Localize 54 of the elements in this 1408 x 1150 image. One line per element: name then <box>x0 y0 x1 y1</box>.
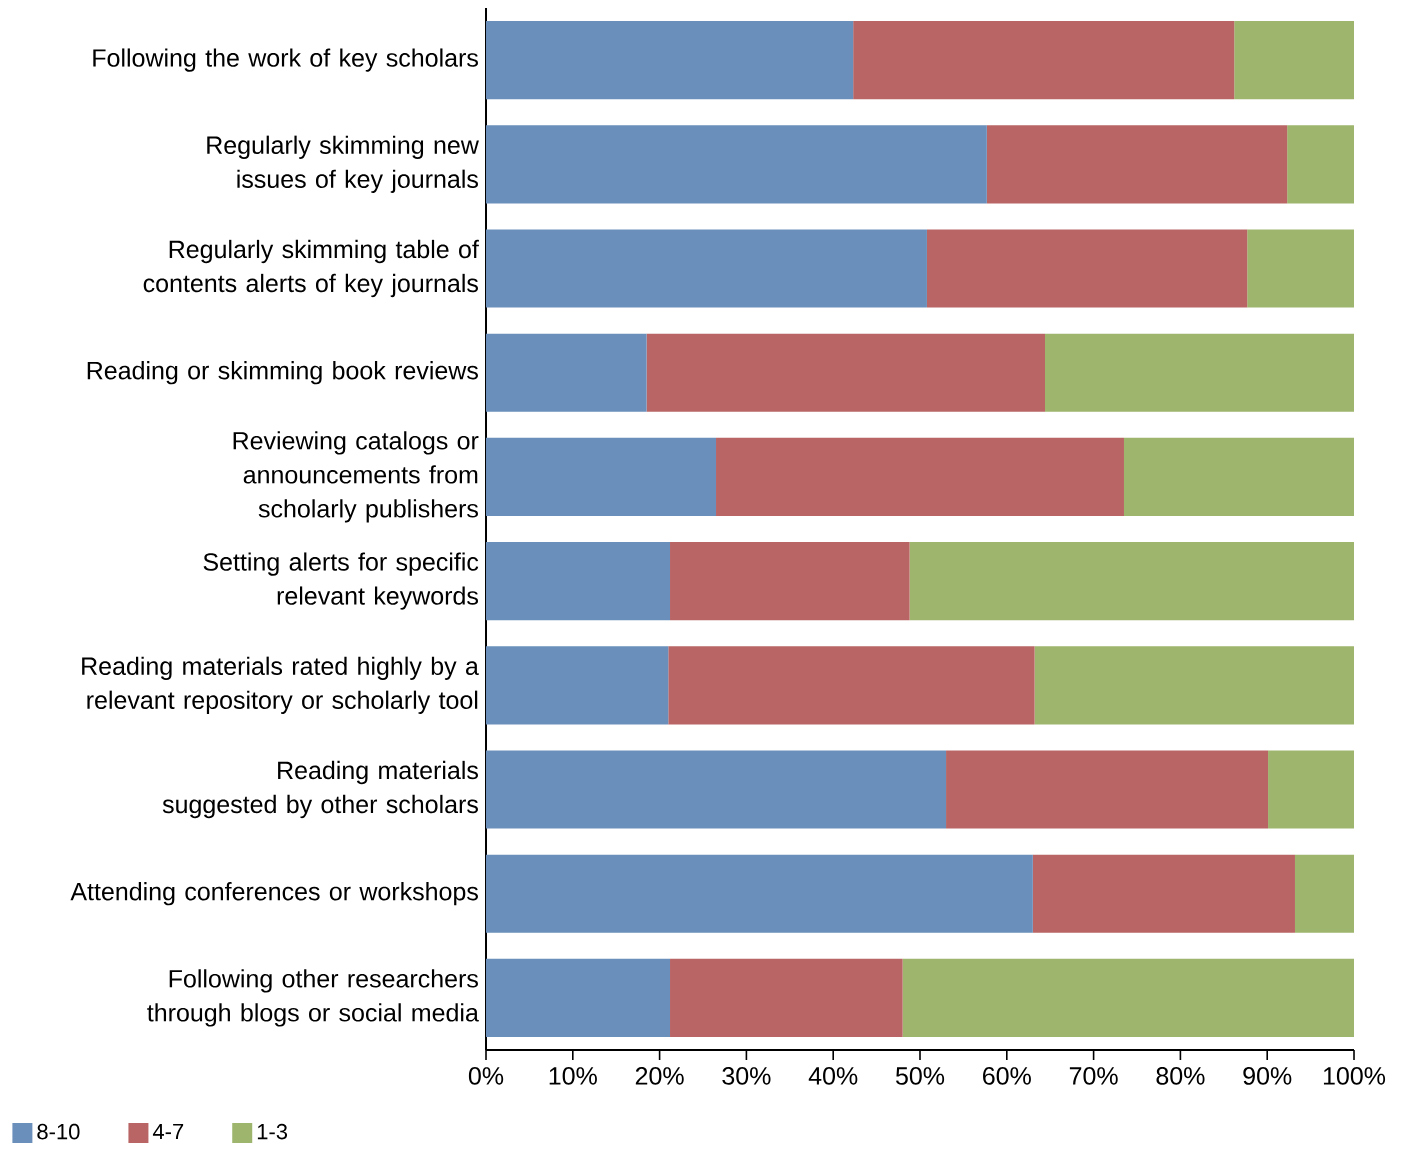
bar <box>486 541 671 621</box>
x-tick-label: 80% <box>1156 1067 1205 1085</box>
bar <box>486 854 1033 933</box>
bar <box>486 750 947 829</box>
bar <box>1032 854 1295 933</box>
bar <box>1123 437 1355 516</box>
bar <box>1034 646 1355 725</box>
bar <box>946 750 1269 829</box>
bar <box>486 125 987 204</box>
bar <box>909 541 1355 621</box>
x-tick-label: 40% <box>808 1067 858 1085</box>
y-tick-label: Following other researchers through blogs or social media <box>147 969 479 1027</box>
legend-label: 1-3 <box>257 1123 288 1140</box>
x-tick-label: 10% <box>549 1067 597 1085</box>
bar <box>486 437 717 516</box>
bar <box>926 229 1248 308</box>
y-tick-label: Reading materials rated highly by a relevant repository or scholarly tool <box>82 656 479 714</box>
bar <box>716 437 1124 516</box>
bar <box>668 646 1035 725</box>
bar <box>1287 125 1355 204</box>
x-tick-label: 100% <box>1323 1067 1386 1085</box>
y-tick-label: Setting alerts for specific relevant keywords <box>203 552 479 610</box>
bar <box>853 20 1235 100</box>
y-tick-label: Following the work of key scholars <box>93 48 478 72</box>
bar <box>670 958 903 1037</box>
y-tick-label: Reading or skimming book reviews <box>87 360 478 385</box>
bar <box>1247 229 1355 308</box>
x-tick-label: 70% <box>1069 1067 1118 1085</box>
bar <box>486 229 927 308</box>
legend-label: 4-7 <box>152 1123 184 1139</box>
x-tick-label: 0% <box>468 1067 504 1085</box>
bar <box>670 541 910 621</box>
bar <box>486 958 671 1037</box>
x-tick-label: 60% <box>983 1067 1031 1085</box>
bar <box>646 333 1045 412</box>
bar <box>1234 20 1355 100</box>
y-tick-label: Regularly skimming table of contents alerts of key journals <box>143 239 479 298</box>
bar <box>902 958 1355 1037</box>
bar <box>486 646 669 725</box>
y-tick-label: Reviewing catalogs or announcements from scholarly publishers <box>233 431 479 523</box>
x-tick-label: 30% <box>722 1067 771 1085</box>
legend-label: 8-10 <box>37 1123 80 1140</box>
x-tick-label: 50% <box>895 1067 945 1085</box>
x-tick-label: 20% <box>635 1067 684 1085</box>
bar <box>986 125 1288 204</box>
x-tick-label: 90% <box>1243 1067 1292 1085</box>
y-tick-label: Attending conferences or workshops <box>70 881 478 906</box>
bar <box>486 333 647 412</box>
bar <box>1045 333 1355 412</box>
bar <box>486 20 854 100</box>
bar <box>1294 854 1355 933</box>
y-tick-label: Regularly skimming new issues of key journals <box>207 135 479 193</box>
bar <box>1268 750 1355 829</box>
y-tick-label: Reading materials suggested by other scholars <box>162 760 478 819</box>
